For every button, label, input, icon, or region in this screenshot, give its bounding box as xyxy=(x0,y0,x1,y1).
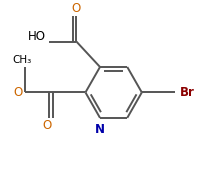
Text: O: O xyxy=(43,119,52,132)
Text: CH₃: CH₃ xyxy=(12,55,31,65)
Text: Br: Br xyxy=(180,86,195,99)
Text: HO: HO xyxy=(28,31,46,43)
Text: O: O xyxy=(14,86,23,99)
Text: N: N xyxy=(95,123,105,136)
Text: O: O xyxy=(72,2,81,15)
